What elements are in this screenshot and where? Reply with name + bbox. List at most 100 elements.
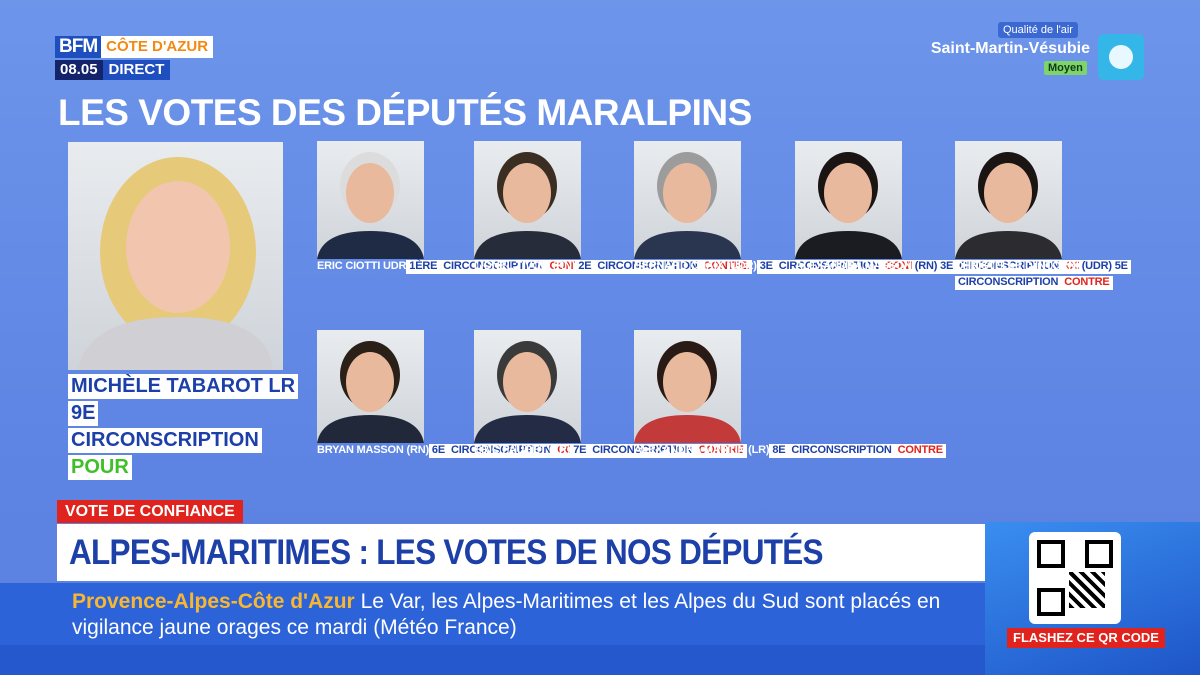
channel: CÔTE D'AZUR xyxy=(101,36,214,58)
deputy-photo xyxy=(317,330,424,443)
deputy-line: 3E xyxy=(756,260,776,274)
deputy-line: CIRCONSCRIPTION xyxy=(956,260,1063,274)
deputy-label: ALEXANDRA MARTIN (LR) 8E CIRCONSCRIPTION CO… xyxy=(634,444,946,460)
body xyxy=(474,415,581,443)
body xyxy=(634,415,741,443)
ticker-body: Provence-Alpes-Côte d'Azur Le Var, les A… xyxy=(72,589,972,641)
ticker-text: Le Var, les Alpes-Maritimes et les Alpes… xyxy=(72,590,941,639)
featured-photo xyxy=(68,142,283,370)
qr-caption: FLASHEZ CE QR CODE xyxy=(1007,628,1165,648)
deputy-photo xyxy=(634,330,741,443)
deputy-silhouette xyxy=(474,341,581,443)
deputy-line: 2E xyxy=(575,260,595,274)
body xyxy=(634,231,741,259)
deputy-label: CHRISTELLE D'INTORNI (UDR) 5E CIRCONSCRIPT… xyxy=(955,260,1200,292)
deputy-line: ALEXANDRA MASSON xyxy=(795,260,912,272)
ticker: Provence-Alpes-Côte d'Azur Le Var, les A… xyxy=(0,583,985,645)
qr-finder xyxy=(1037,588,1065,616)
deputy-line: 1ÈRE xyxy=(406,260,441,274)
deputy-silhouette xyxy=(317,152,424,259)
face xyxy=(663,163,711,223)
face xyxy=(663,352,711,412)
deputy-label: ERIC PAUGET (LR) 7E CIRCONSCRIPTION CONTRE xyxy=(474,444,747,460)
qr-pattern xyxy=(1069,572,1105,608)
deputy-vote: CONTRE xyxy=(894,444,946,458)
body xyxy=(78,317,273,370)
deputy-line: BERNARD CHAIX (UDR) xyxy=(634,260,757,272)
deputy-silhouette xyxy=(955,152,1062,259)
deputy-vote: CONTRE xyxy=(695,444,747,458)
deputy-line: (RN) 3E xyxy=(911,260,957,274)
deputy-line: 8E xyxy=(769,444,789,458)
deputy-line: ERIC PAUGET (LR) xyxy=(474,444,571,456)
deputy-line: CIRCONSCRIPTION xyxy=(589,444,696,458)
deputy-silhouette xyxy=(634,152,741,259)
deputy-label: ERIC CIOTTI UDR 1ÈRE CIRCONSCRIPTION CONTRE xyxy=(317,260,598,276)
featured-silhouette xyxy=(78,157,273,370)
air-city: Saint-Martin-Vésubie xyxy=(930,40,1090,57)
air-level: Moyen xyxy=(1044,61,1087,75)
face xyxy=(984,163,1032,223)
ticker-source: (Météo France) xyxy=(373,616,517,639)
face xyxy=(346,352,394,412)
body xyxy=(474,231,581,259)
featured-label: MICHÈLE TABAROT LR 9E CIRCONSCRIPTION POUR xyxy=(68,374,299,480)
deputy-line: ALEXANDRA MARTIN (LR) xyxy=(634,444,770,456)
deputy-line: CIRCONSCRIPTION xyxy=(447,444,555,458)
featured-vote: POUR xyxy=(68,455,132,480)
deputy-line: ERIC CIOTTI UDR xyxy=(317,260,407,272)
brand: BFM xyxy=(55,36,102,58)
title: LES VOTES DES DÉPUTÉS MARALPINS xyxy=(58,92,752,133)
deputy-line: LIONEL TIVOLI (RN) xyxy=(474,260,576,272)
deputy-line: CIRCONSCRIPTION xyxy=(440,260,547,274)
face xyxy=(346,163,394,223)
deputy-vote: CONTRE xyxy=(1061,275,1113,290)
deputy-label: LIONEL TIVOLI (RN) 2E CIRCONSCRIPTION CONTR… xyxy=(474,260,752,276)
deputy-silhouette xyxy=(634,341,741,443)
deputy-silhouette xyxy=(795,152,902,259)
air-icon xyxy=(1098,34,1144,80)
qr-block: FLASHEZ CE QR CODE xyxy=(985,522,1200,675)
deputy-line: CIRCONSCRIPTION xyxy=(594,260,701,274)
deputy-line: 6E xyxy=(428,444,448,458)
face xyxy=(824,163,872,223)
deputy-line: CIRCONSCRIPTION xyxy=(775,260,883,274)
live: DIRECT xyxy=(102,60,171,80)
time: 08.05 xyxy=(55,60,103,80)
face xyxy=(503,163,551,223)
ticker-bottom xyxy=(0,645,985,675)
face xyxy=(126,181,230,313)
deputy-photo xyxy=(795,141,902,259)
deputy-vote: CONTRE xyxy=(700,260,752,274)
deputy-line: 7E xyxy=(570,444,590,458)
featured-line: 9E xyxy=(68,401,99,426)
deputy-photo xyxy=(474,141,581,259)
deputy-line: CHRISTELLE D'INTORNI xyxy=(955,260,1079,272)
body xyxy=(955,231,1062,259)
headline: ALPES-MARITIMES : LES VOTES DE NOS DÉPUT… xyxy=(69,533,824,572)
air-label: Qualité de l'air xyxy=(998,22,1078,38)
deputy-line: CIRCONSCRIPTION xyxy=(955,275,1062,290)
ticker-region: Provence-Alpes-Côte d'Azur xyxy=(72,590,355,613)
deputy-photo xyxy=(634,141,741,259)
deputy-silhouette xyxy=(317,341,424,443)
qr-finder xyxy=(1037,540,1065,568)
deputy-photo xyxy=(317,141,424,259)
logo: BFM CÔTE D'AZUR xyxy=(55,36,214,58)
clock: 08.05 DIRECT xyxy=(55,60,171,80)
featured-line: CIRCONSCRIPTION xyxy=(68,428,262,453)
qr-finder xyxy=(1085,540,1113,568)
deputy-photo xyxy=(955,141,1062,259)
featured-line: MICHÈLE TABAROT LR xyxy=(68,374,299,399)
deputy-photo xyxy=(474,330,581,443)
deputy-silhouette xyxy=(474,152,581,259)
face xyxy=(503,352,551,412)
banner-tag: VOTE DE CONFIANCE xyxy=(57,500,243,523)
body xyxy=(795,231,902,259)
deputy-line: CIRCONSCRIPTION xyxy=(788,444,895,458)
body xyxy=(317,415,424,443)
headline-band: ALPES-MARITIMES : LES VOTES DE NOS DÉPUT… xyxy=(57,524,985,581)
air-icon-dot xyxy=(1109,45,1133,69)
deputy-line: BRYAN MASSON (RN) xyxy=(317,444,429,456)
